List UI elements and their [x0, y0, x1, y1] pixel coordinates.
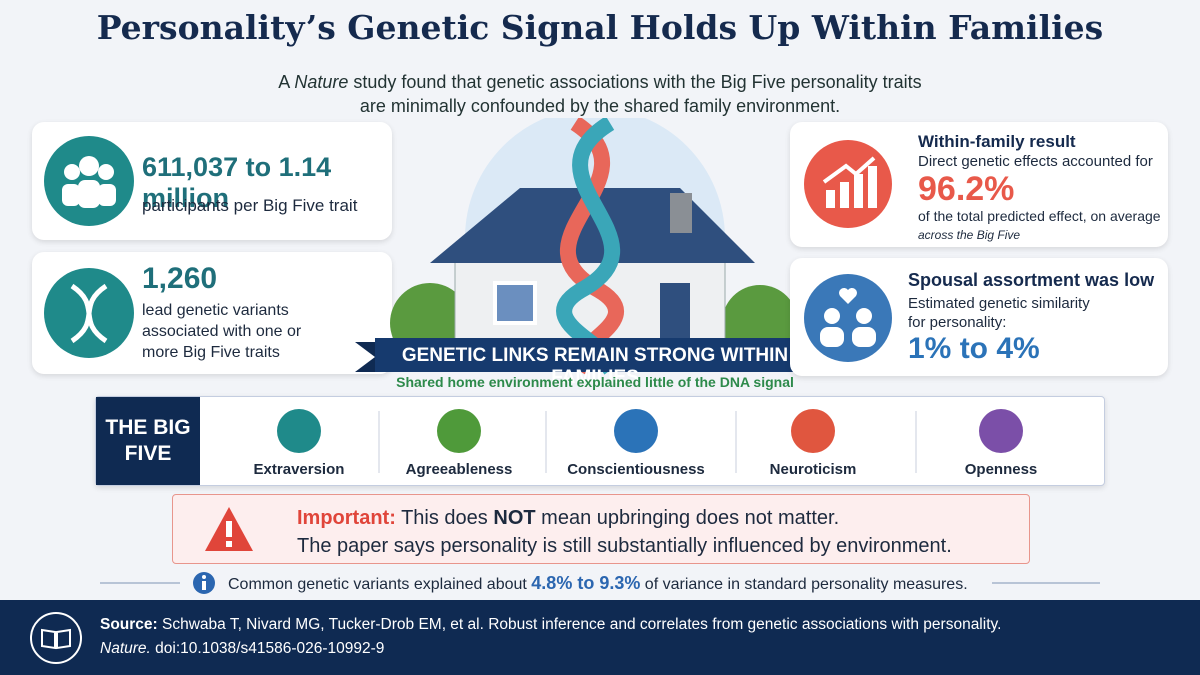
note-text: Common genetic variants explained about	[228, 576, 527, 593]
trait: Extraversion	[253, 461, 345, 478]
stat-card: 1,260 lead genetic variants associated w…	[32, 252, 392, 374]
stat-text: of the total predicted effect, on averag…	[918, 208, 1161, 224]
note: across the Big Five	[918, 228, 1021, 242]
heading: Spousal assortment was low	[908, 270, 1155, 290]
note-text: of variance in standard personality meas…	[644, 576, 968, 593]
note: Common genetic variants explained about …	[228, 573, 968, 594]
note-figure: 4.8% to 9.3%	[531, 573, 641, 593]
stat-card: Spousal assortment was low Estimated gen…	[790, 258, 1168, 376]
note-rule	[100, 572, 1100, 594]
banner-subtitle: Shared home environment explained little…	[396, 374, 794, 390]
trait: Agreeableness	[405, 461, 513, 478]
warning-box: Important: This does NOT mean upbringing…	[172, 494, 1030, 564]
warning-text: mean upbringing does not matter.	[541, 507, 840, 529]
subtitle: A Nature study found that genetic associ…	[0, 70, 1200, 118]
trait: Neuroticism	[769, 461, 857, 478]
trait: Conscientiousness	[567, 461, 705, 478]
citation: Schwaba T, Nivard MG, Tucker-Drob EM, et…	[162, 616, 1002, 633]
stat-card: Within-family result Direct genetic effe…	[790, 122, 1168, 247]
warning-text: This does	[401, 507, 488, 529]
journal: Nature.	[100, 640, 151, 657]
lead: Estimated genetic similarity for persona…	[908, 295, 1090, 331]
dna-icon	[44, 268, 134, 358]
banner-title: GENETIC LINKS REMAIN STRONG WITHIN FAMIL…	[401, 345, 789, 388]
subtitle-text: A	[278, 72, 290, 92]
stat-card: 611,037 to 1.14 million participants per…	[32, 122, 392, 240]
trait-icons	[277, 409, 1023, 473]
journal: Nature	[294, 72, 349, 92]
warning-icon	[205, 507, 253, 551]
book-icon	[30, 612, 82, 664]
figure: 96.2%	[918, 170, 1015, 208]
lead: Direct genetic effects accounted for	[918, 153, 1153, 170]
footer: Source: Schwaba T, Nivard MG, Tucker-Dro…	[0, 600, 1200, 675]
warning-line: Important: This does NOT mean upbringing…	[297, 507, 839, 530]
subtitle-text: are minimally confounded by the shared f…	[359, 96, 841, 116]
warning-text: The paper says personality is still subs…	[297, 535, 952, 557]
stat-text: lead genetic variants associated with on…	[142, 302, 302, 361]
big-five-label: THE BIG FIVE	[96, 397, 200, 485]
doi: doi:10.1038/s41586-026-10992-9	[155, 640, 385, 657]
source-label: Source:	[100, 616, 158, 633]
source-line: Source: Schwaba T, Nivard MG, Tucker-Dro…	[100, 616, 1001, 634]
warning-label: Important:	[297, 507, 396, 529]
chart-icon	[804, 140, 892, 228]
figure: 1% to 4%	[908, 332, 1040, 365]
headline: 611,037 to 1.14 million	[142, 152, 332, 213]
people-icon	[44, 136, 134, 226]
subtitle-text: study found that genetic associations wi…	[353, 72, 922, 92]
stat-text: participants per Big Five trait	[142, 196, 358, 215]
headline: 1,260	[142, 262, 218, 295]
big-five-panel: THE BIG FIVE Extraversion Agreeableness …	[95, 396, 1105, 486]
heading: Within-family result	[918, 132, 1076, 151]
emphasis: NOT	[493, 507, 536, 529]
title: Personality’s Genetic Signal Holds Up Wi…	[96, 8, 1104, 47]
source-line: Nature. doi:10.1038/s41586-026-10992-9	[100, 640, 384, 658]
couple-icon	[804, 274, 892, 362]
trait: Openness	[964, 461, 1038, 478]
